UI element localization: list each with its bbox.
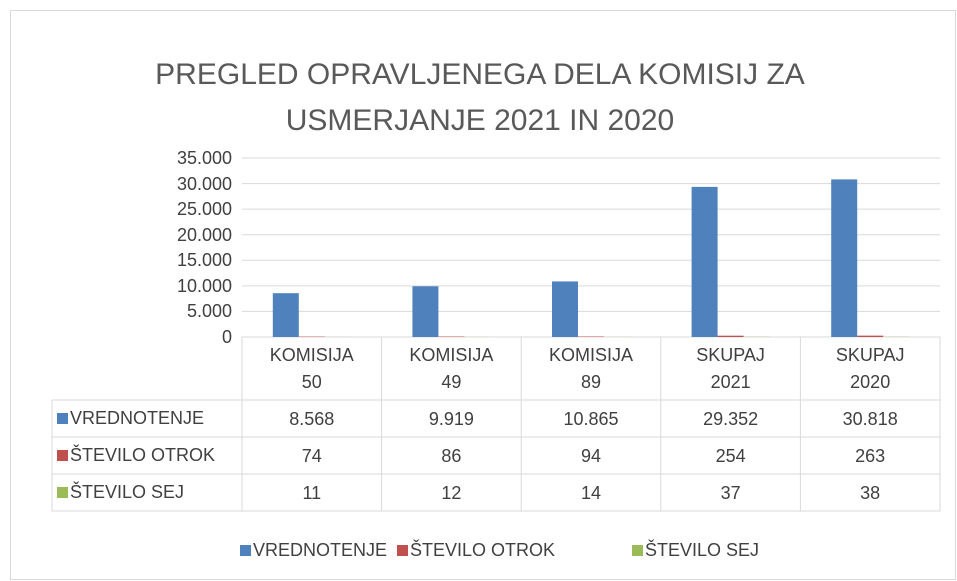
legend-label: ŠTEVILO SEJ — [645, 540, 760, 560]
table-value: 9.919 — [428, 409, 474, 429]
table-value: 86 — [441, 446, 462, 466]
bar — [691, 186, 718, 337]
table-row-label: ŠTEVILO SEJ — [70, 482, 185, 502]
y-tick-label: 15.000 — [176, 250, 232, 271]
y-tick-label: 35.000 — [176, 148, 232, 168]
table-value: 74 — [301, 446, 322, 466]
legend-key — [240, 545, 251, 556]
legend-key — [632, 545, 643, 556]
bar — [272, 293, 299, 337]
y-tick-label: 30.000 — [176, 173, 232, 194]
table-value: 38 — [860, 483, 881, 503]
table-row-label: VREDNOTENJE — [70, 408, 205, 428]
table-value: 12 — [441, 483, 462, 503]
y-tick-label: 25.000 — [176, 199, 232, 220]
bar — [717, 335, 744, 337]
table-row-label: ŠTEVILO OTROK — [70, 445, 216, 465]
y-tick-label: 10.000 — [176, 275, 232, 296]
chart-frame — [10, 10, 956, 580]
legend-label: VREDNOTENJE — [253, 540, 388, 560]
legend-key — [397, 545, 408, 556]
category-label: KOMISIJA 49 — [409, 345, 494, 392]
table-legend-key — [57, 450, 68, 461]
table-value: 37 — [720, 483, 741, 503]
bar — [412, 286, 439, 337]
legend-label: ŠTEVILO OTROK — [410, 540, 556, 560]
category-label: KOMISIJA 89 — [548, 345, 633, 392]
bar — [831, 179, 858, 337]
y-tick-label: 0 — [221, 327, 232, 347]
category-label: SKUPAJ 2021 — [696, 345, 765, 392]
table-value: 10.865 — [563, 409, 619, 429]
bar — [552, 281, 578, 337]
y-tick-label: 5.000 — [186, 301, 232, 322]
category-label: KOMISIJA 50 — [269, 345, 354, 392]
table-legend-key — [57, 487, 68, 498]
table-value: 8.568 — [289, 409, 335, 429]
table-value: 29.352 — [703, 409, 759, 429]
table-value: 14 — [580, 483, 602, 503]
y-tick-label: 20.000 — [176, 224, 232, 245]
table-value: 263 — [855, 446, 886, 466]
table-legend-key — [57, 413, 68, 424]
category-label: SKUPAJ 2020 — [835, 345, 905, 392]
table-value: 94 — [580, 446, 602, 466]
bar — [857, 335, 884, 337]
table-value: 11 — [302, 483, 322, 503]
chart-title: PREGLED OPRAVLJENEGA DELA KOMISIJ ZA USM… — [155, 58, 805, 137]
table-value: 254 — [715, 446, 746, 466]
table-value: 30.818 — [842, 409, 898, 429]
